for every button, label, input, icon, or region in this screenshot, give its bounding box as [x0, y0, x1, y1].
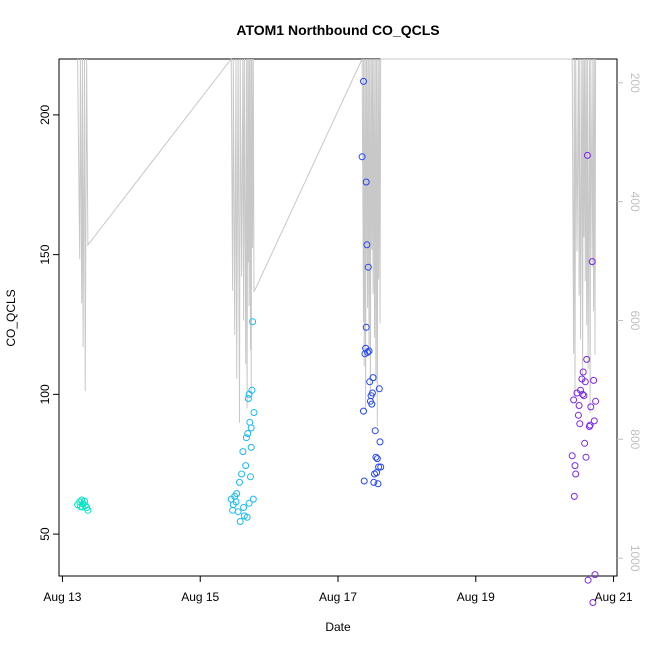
data-point-2-17 [369, 374, 377, 382]
data-point-3-27 [591, 571, 599, 579]
data-point-1-8 [236, 518, 244, 525]
x-tick-label-4: Aug 21 [595, 590, 633, 604]
data-point-1-25 [250, 409, 258, 416]
x-axis: Aug 13 Aug 15 Aug 17 Aug 19 Aug 21 [43, 576, 633, 604]
data-point-1-18 [245, 499, 253, 507]
data-point-2-21 [372, 453, 380, 461]
data-point-2-27 [376, 438, 384, 446]
data-point-2-2 [360, 407, 367, 415]
data-point-3-4 [572, 470, 580, 478]
x-axis-label: Date [325, 620, 351, 634]
y2-tick-label-4: 1000 [628, 545, 642, 572]
data-point-3-18 [583, 151, 591, 159]
data-point-2-12 [366, 378, 374, 386]
data-point-1-5 [233, 490, 241, 498]
data-point-3-0 [568, 452, 576, 460]
data-point-3-16 [582, 453, 590, 461]
y2-tick-label-0: 200 [628, 73, 642, 93]
data-point-3-12 [579, 368, 587, 376]
x-tick-label-0: Aug 13 [43, 590, 81, 604]
data-point-3-2 [570, 492, 578, 500]
y-tick-label-1: 100 [38, 384, 52, 404]
data-point-3-19 [584, 576, 592, 584]
data-point-1-15 [243, 513, 251, 521]
data-point-3-15 [581, 378, 589, 386]
data-point-1-13 [242, 462, 250, 470]
data-point-2-0 [358, 153, 366, 161]
y-tick-label-0: 50 [38, 527, 52, 541]
chart-title: ATOM1 Northbound CO_QCLS [236, 22, 439, 38]
data-point-1-16 [244, 430, 252, 437]
data-point-1-26 [247, 424, 255, 432]
data-point-2-28 [377, 463, 385, 471]
data-point-1-20 [247, 473, 254, 481]
data-point-2-26 [375, 385, 383, 393]
data-point-1-27 [245, 390, 253, 398]
data-point-2-6 [362, 178, 370, 186]
secondary-y-axis: 200 400 600 800 1000 [617, 73, 642, 572]
profile-line [77, 57, 597, 426]
data-point-2-8 [363, 241, 371, 249]
y2-tick-label-3: 800 [628, 429, 642, 449]
data-point-2-15 [368, 400, 376, 408]
data-point-3-3 [571, 462, 579, 470]
x-tick-label-2: Aug 17 [319, 590, 357, 604]
x-tick-label-1: Aug 15 [181, 590, 219, 604]
data-point-3-22 [587, 403, 595, 411]
data-point-1-10 [239, 448, 247, 456]
data-point-1-19 [246, 418, 254, 426]
data-point-3-28 [592, 397, 600, 405]
data-point-1-14 [242, 434, 250, 442]
data-point-2-23 [373, 455, 381, 463]
data-point-1-4 [232, 498, 240, 506]
data-point-1-24 [249, 495, 257, 503]
data-point-3-24 [589, 599, 597, 606]
data-point-2-24 [374, 480, 382, 488]
x-tick-label-3: Aug 19 [457, 590, 495, 604]
data-point-2-16 [368, 389, 376, 397]
data-point-3-21 [586, 421, 594, 429]
data-point-2-7 [362, 323, 370, 331]
data-point-1-11 [240, 504, 248, 511]
data-point-0-8 [84, 506, 92, 514]
data-point-2-25 [375, 463, 383, 471]
data-point-3-6 [574, 411, 582, 419]
data-point-2-11 [365, 347, 373, 355]
data-point-0-9 [78, 503, 86, 511]
data-point-2-9 [364, 348, 372, 356]
data-point-3-14 [581, 439, 589, 447]
y-tick-label-2: 150 [38, 244, 52, 264]
y-axis: 50 100 150 200 [38, 105, 59, 541]
data-point-3-9 [577, 386, 584, 394]
data-point-3-26 [590, 417, 598, 425]
data-point-2-20 [371, 427, 379, 435]
y-tick-label-3: 200 [38, 105, 52, 125]
data-point-3-17 [583, 355, 591, 363]
data-point-3-13 [580, 392, 588, 400]
y-axis-label: CO_QCLS [4, 289, 18, 346]
data-point-2-1 [360, 77, 367, 85]
data-points [74, 77, 600, 606]
data-point-3-7 [575, 402, 583, 409]
y2-tick-label-2: 600 [628, 310, 642, 330]
data-point-1-23 [249, 318, 257, 326]
data-point-3-25 [590, 376, 598, 384]
data-point-3-23 [588, 258, 596, 266]
data-point-2-18 [370, 478, 378, 486]
data-point-3-11 [579, 390, 587, 398]
data-point-1-6 [234, 508, 242, 516]
data-point-1-17 [244, 395, 252, 402]
data-point-1-9 [238, 470, 246, 478]
plot-frame [58, 58, 618, 577]
data-point-2-3 [360, 477, 368, 485]
data-point-0-5 [81, 497, 88, 505]
secondary-profile-lines [77, 57, 597, 426]
data-point-1-7 [236, 478, 243, 486]
data-point-2-10 [364, 263, 372, 271]
data-point-3-8 [576, 420, 584, 428]
y2-tick-label-1: 400 [628, 192, 642, 212]
data-point-1-21 [247, 443, 255, 451]
data-point-3-1 [570, 396, 578, 404]
